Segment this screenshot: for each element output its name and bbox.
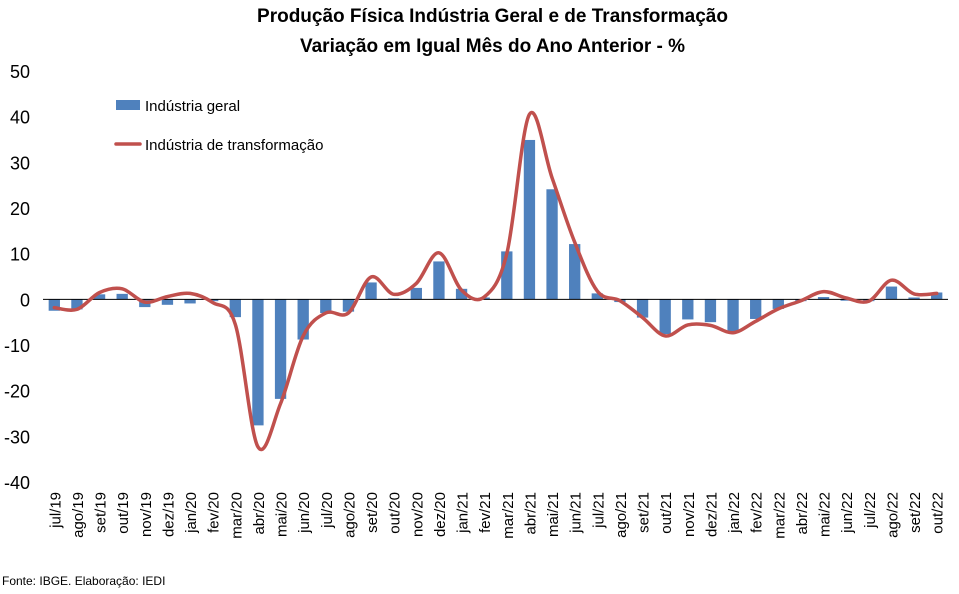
- x-tick-label: ago/20: [341, 492, 358, 538]
- x-tick-label: jul/21: [590, 492, 607, 529]
- x-tick-label: jul/20: [319, 492, 336, 529]
- bar: [48, 299, 60, 311]
- bar: [342, 299, 355, 312]
- x-tick-label: set/19: [93, 492, 110, 533]
- chart-subtitle: Variação em Igual Mês do Ano Anterior - …: [299, 36, 685, 57]
- bar: [885, 286, 898, 300]
- bar: [274, 299, 287, 399]
- x-tick-label: ago/22: [884, 492, 901, 538]
- x-tick-label: jan/20: [183, 492, 200, 534]
- legend-label-industria-transformacao: Indústria de transformação: [145, 137, 323, 154]
- x-tick-label: dez/20: [432, 492, 449, 537]
- y-tick-label: 20: [10, 199, 30, 219]
- bar: [908, 297, 920, 300]
- bar: [523, 139, 536, 300]
- x-tick-label: jun/22: [839, 492, 856, 534]
- bar: [297, 299, 309, 340]
- y-tick-label: 0: [20, 290, 30, 310]
- bar: [207, 299, 219, 302]
- transformacao-line: [52, 110, 939, 452]
- x-tick-label: jul/22: [862, 492, 879, 529]
- y-tick-label: 40: [10, 108, 30, 128]
- x-tick-label: fev/22: [749, 492, 766, 533]
- bar: [252, 299, 264, 426]
- bar: [636, 299, 649, 318]
- bar: [320, 299, 332, 314]
- bar: [772, 299, 784, 309]
- x-tick-label: nov/21: [681, 492, 698, 537]
- bar: [184, 299, 196, 304]
- bar: [569, 244, 581, 300]
- bar: [750, 299, 762, 319]
- x-tick-label: out/21: [658, 492, 675, 534]
- x-tick-label: dez/21: [703, 492, 720, 537]
- bar: [71, 299, 83, 310]
- x-tick-label: jul/19: [47, 492, 64, 529]
- y-tick-label: -10: [4, 336, 30, 356]
- x-tick-label: mar/22: [771, 492, 788, 539]
- bar: [116, 293, 128, 300]
- bar: [93, 294, 106, 300]
- x-tick-label: out/19: [115, 492, 132, 534]
- x-tick-label: nov/19: [138, 492, 155, 537]
- bar: [591, 293, 603, 300]
- x-tick-label: out/22: [930, 492, 947, 534]
- x-tick-label: mai/20: [274, 492, 291, 537]
- source-note: Fonte: IBGE. Elaboração: IEDI: [2, 574, 166, 588]
- bar: [455, 288, 468, 300]
- x-tick-label: ago/21: [613, 492, 630, 538]
- x-tick-label: abr/22: [794, 492, 811, 535]
- x-tick-label: abr/21: [522, 492, 539, 535]
- x-tick-label: dez/19: [160, 492, 177, 537]
- bar: [817, 297, 830, 300]
- bar: [433, 261, 445, 300]
- x-tick-label: out/20: [387, 492, 404, 534]
- x-tick-label: mai/21: [545, 492, 562, 537]
- x-tick-label: jun/20: [296, 492, 313, 534]
- x-tick-label: jan/21: [455, 492, 472, 534]
- x-tick-label: set/20: [364, 492, 381, 533]
- x-tick-label: ago/19: [70, 492, 87, 538]
- bar: [840, 299, 852, 301]
- bar: [410, 287, 422, 300]
- y-tick-label: -20: [4, 382, 30, 402]
- chart-title: Produção Física Indústria Geral e de Tra…: [257, 6, 728, 27]
- x-tick-label: mai/22: [817, 492, 834, 537]
- x-tick-label: fev/20: [206, 492, 223, 533]
- bar: [931, 292, 943, 300]
- y-tick-label: -30: [4, 427, 30, 447]
- bar: [161, 299, 174, 305]
- bar: [365, 282, 377, 300]
- bar: [727, 299, 739, 333]
- x-tick-label: fev/21: [477, 492, 494, 533]
- bar: [682, 299, 694, 320]
- bar: [501, 251, 513, 300]
- x-tick-label: set/22: [907, 492, 924, 533]
- x-tick-label: nov/20: [409, 492, 426, 537]
- x-tick-label: mar/21: [500, 492, 517, 539]
- legend-label-industria-geral: Indústria geral: [145, 98, 240, 115]
- bar: [704, 299, 717, 323]
- x-tick-label: abr/20: [251, 492, 268, 535]
- bar: [659, 299, 671, 335]
- bar: [546, 189, 558, 300]
- x-tick-label: jun/21: [568, 492, 585, 534]
- y-tick-label: -40: [4, 473, 30, 493]
- x-tick-label: jan/22: [726, 492, 743, 534]
- y-tick-label: 10: [10, 245, 30, 265]
- bar: [229, 299, 241, 318]
- x-tick-label: mar/20: [228, 492, 245, 539]
- legend-swatch-industria-geral: [116, 100, 140, 110]
- x-tick-label: set/21: [636, 492, 653, 533]
- y-tick-label: 30: [10, 153, 30, 173]
- y-tick-label: 50: [10, 62, 30, 82]
